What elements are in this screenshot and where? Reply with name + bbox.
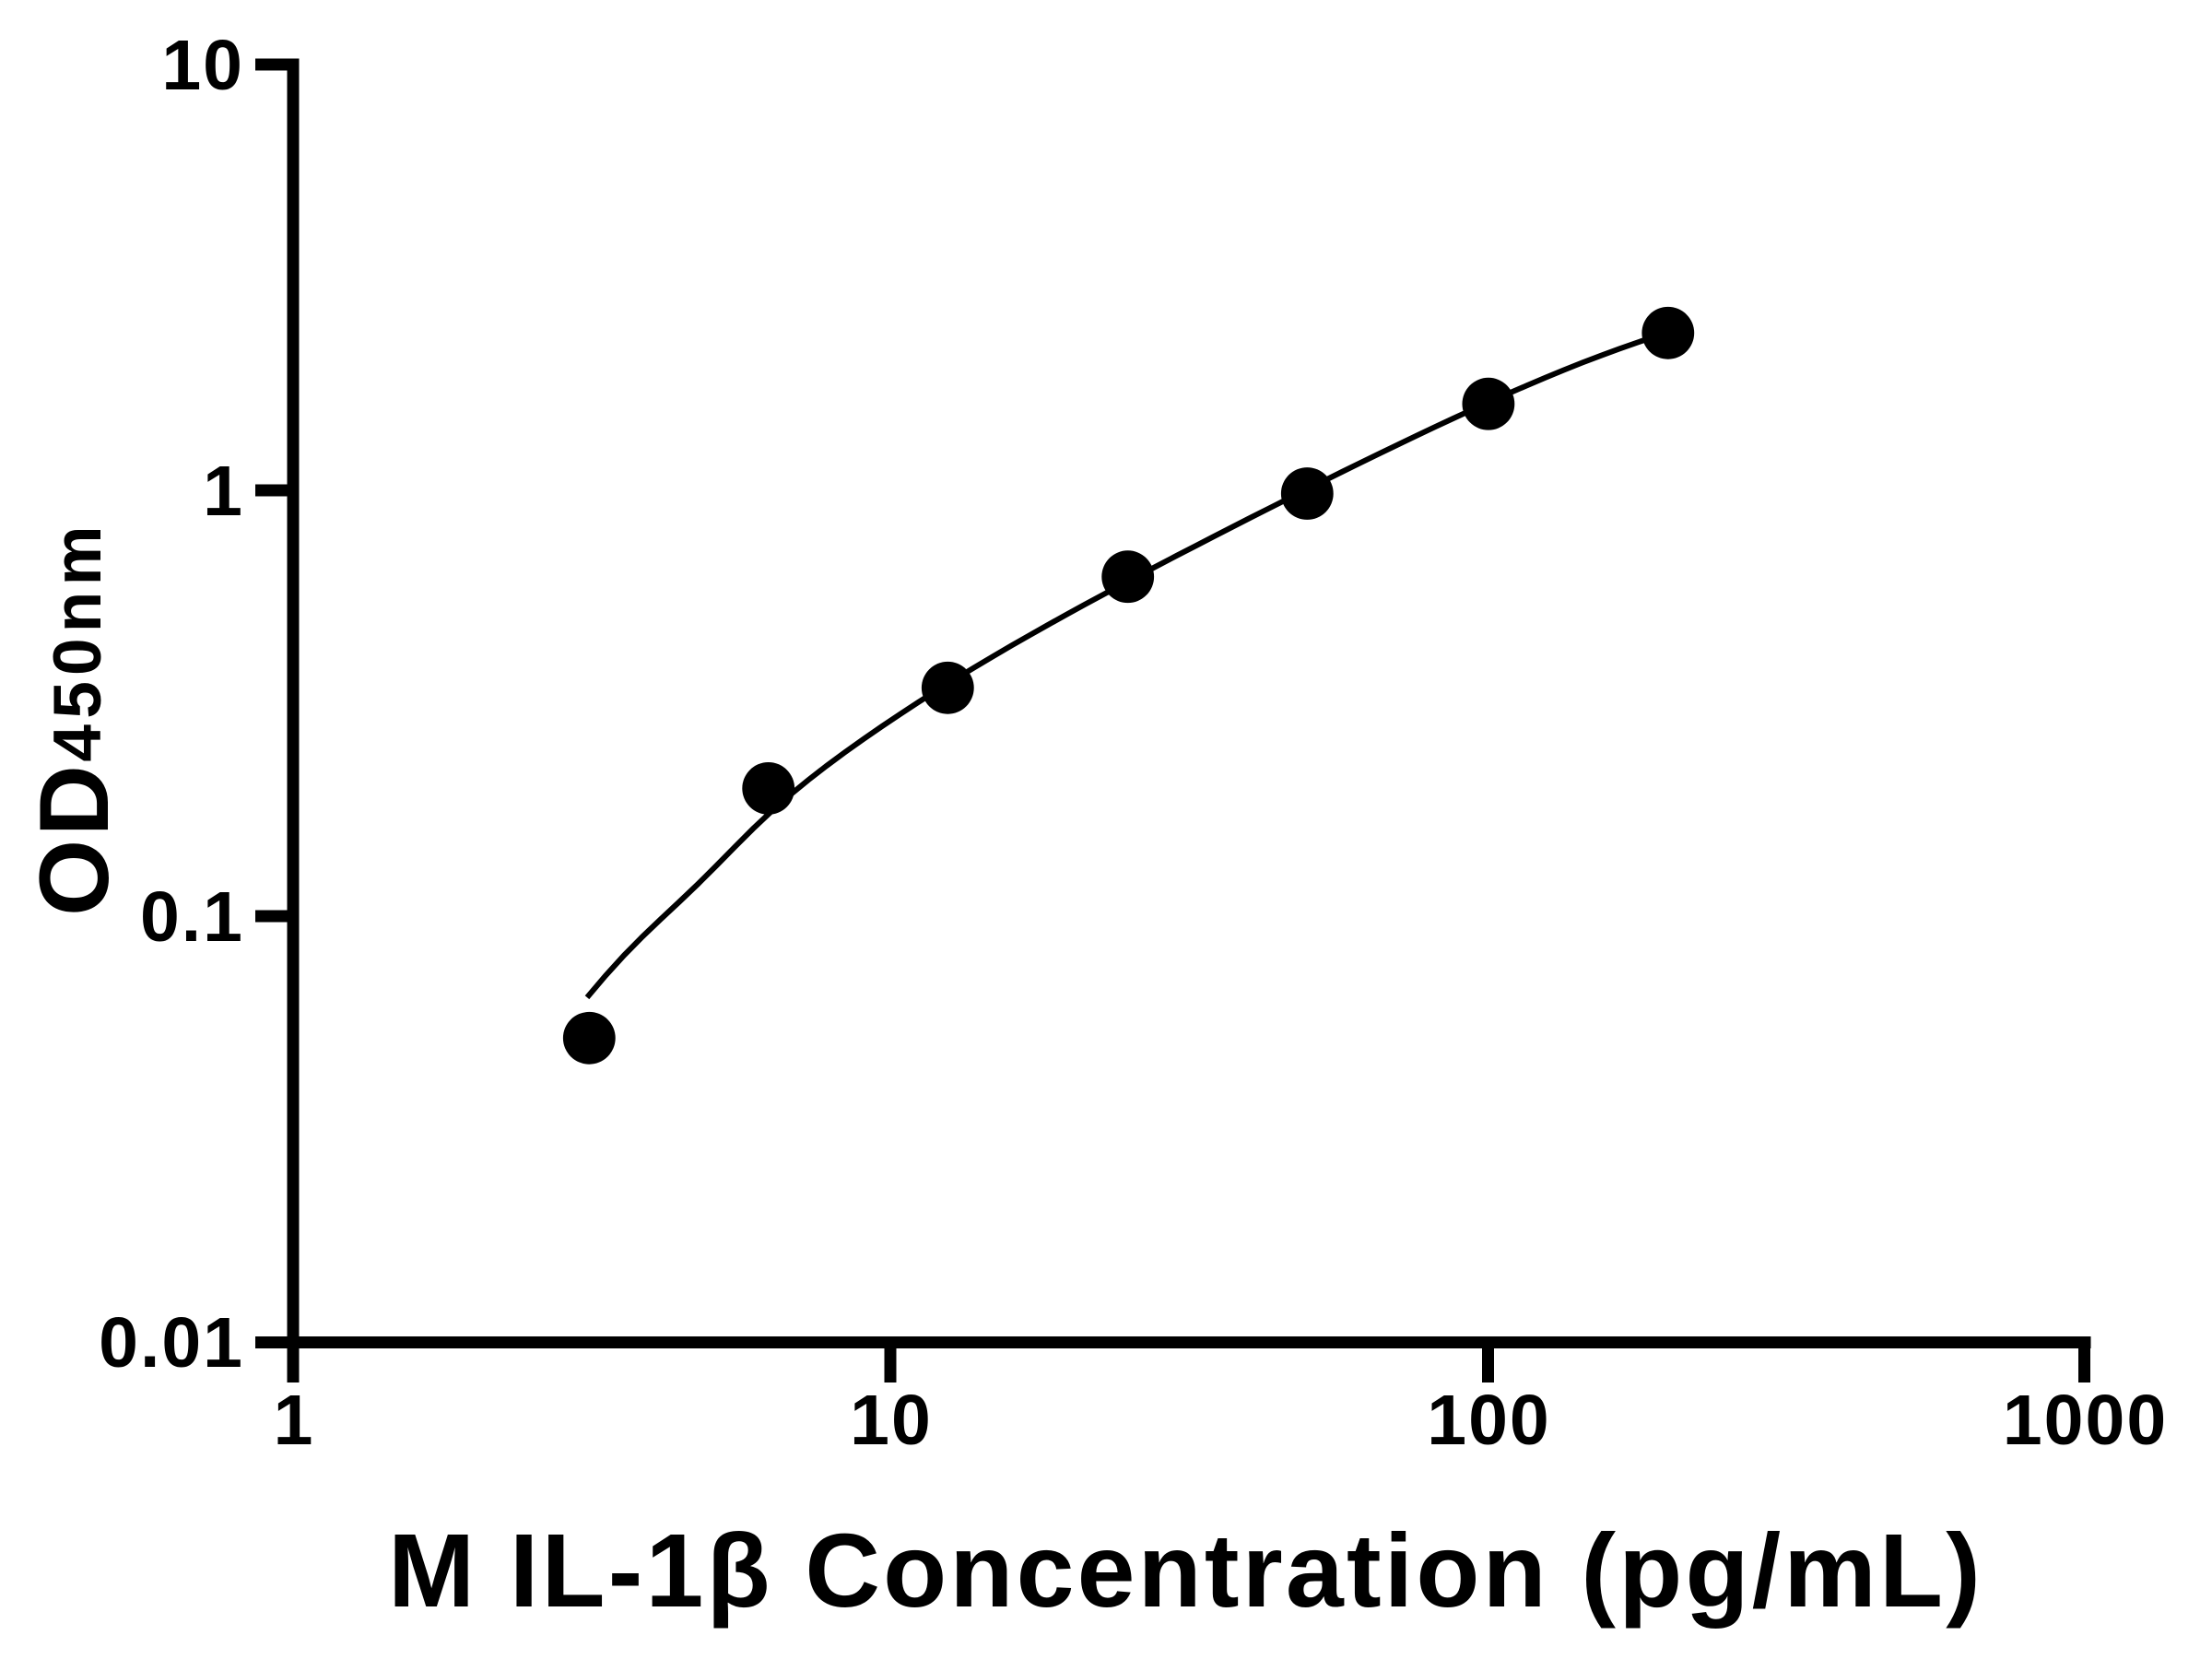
svg-text:M IL-1β Concentration (pg/mL): M IL-1β Concentration (pg/mL)	[388, 1512, 1983, 1629]
svg-text:OD: OD	[18, 762, 129, 917]
svg-text:1000: 1000	[2003, 1381, 2168, 1460]
svg-text:10: 10	[850, 1381, 933, 1460]
svg-text:450nm: 450nm	[41, 520, 115, 761]
svg-text:10: 10	[161, 26, 244, 105]
svg-text:0.01: 0.01	[99, 1303, 244, 1382]
svg-text:1: 1	[203, 452, 244, 531]
svg-text:1: 1	[274, 1381, 315, 1460]
svg-text:0.1: 0.1	[140, 877, 244, 957]
svg-text:100: 100	[1427, 1381, 1550, 1460]
